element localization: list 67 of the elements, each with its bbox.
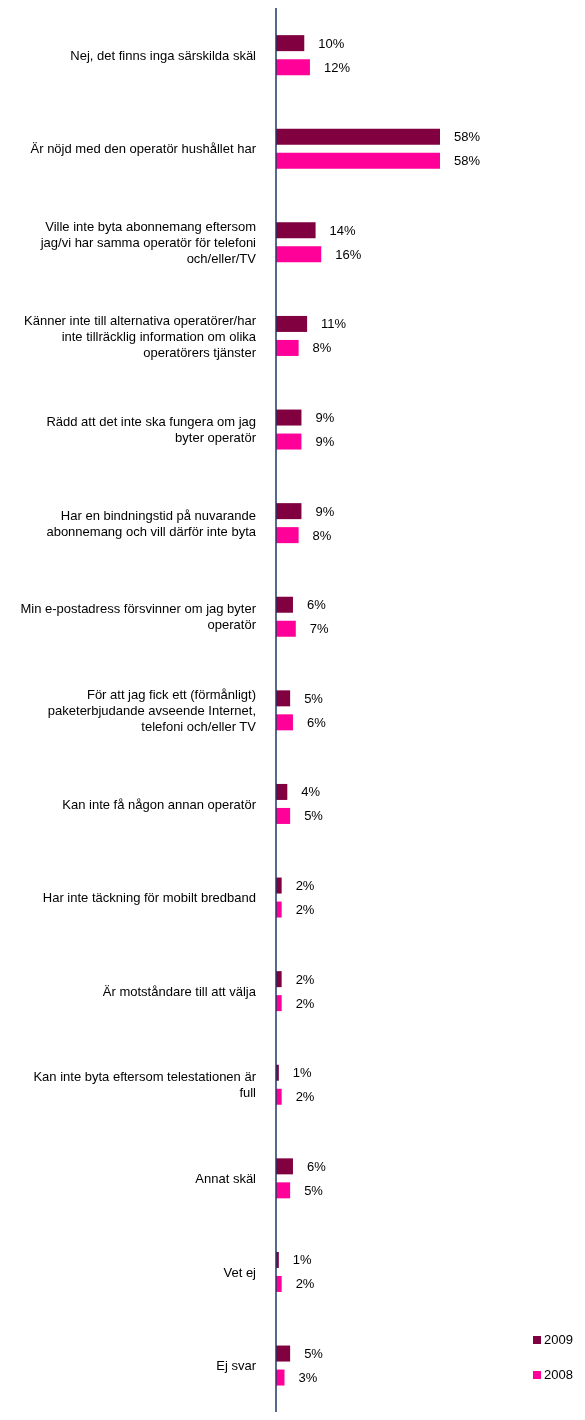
data-label: 7% (309, 621, 330, 637)
data-label: 8% (312, 527, 332, 543)
data-label: 2% (295, 971, 315, 987)
y-tick-label: Nej, det finns inga särskilda skäl (70, 47, 257, 63)
data-label: 2% (295, 1089, 315, 1105)
data-label: 9% (315, 434, 335, 450)
data-label: 6% (306, 714, 327, 730)
bar (276, 527, 299, 544)
y-tick-label: Vet ej (223, 1264, 257, 1280)
data-label: 6% (306, 1158, 327, 1174)
data-label: 6% (306, 597, 327, 613)
y-tick-label: Min e-postadress försvinner om jag byter operatör (20, 600, 257, 632)
data-label: 8% (312, 340, 332, 356)
bar (276, 690, 291, 707)
legend-label: 2008 (544, 1367, 573, 1382)
data-label: 16% (335, 246, 362, 262)
bar (276, 433, 302, 450)
bar (276, 714, 293, 731)
bar (276, 246, 322, 263)
bar (276, 596, 293, 613)
legend-label: 2009 (544, 1332, 573, 1347)
bar (276, 503, 302, 520)
bar (276, 315, 308, 332)
y-tick-label: Har en bindningstid på nuvarande abonnemang och vill därför inte byta (46, 507, 257, 539)
y-tick-label: Känner inte till alternativa operatörer/har inte tillräcklig information om olika operatörers tjänster (24, 312, 257, 360)
bar (276, 1158, 293, 1175)
y-tick-label: Är motståndare till att välja (102, 983, 257, 999)
bar (276, 59, 310, 76)
y-tick-label: Ej svar (216, 1357, 257, 1373)
data-label: 5% (304, 808, 324, 824)
data-label: 11% (321, 316, 347, 332)
bar (276, 35, 305, 52)
y-tick-label: Har inte täckning för mobilt bredband (42, 889, 256, 905)
y-tick-label: Kan inte få någon annan operatör (62, 796, 257, 812)
bar (276, 1345, 291, 1362)
data-label: 14% (329, 222, 357, 238)
bar (276, 620, 296, 637)
data-label: 12% (323, 59, 351, 75)
data-label: 5% (304, 690, 324, 706)
data-label: 3% (298, 1370, 318, 1386)
data-label: 1% (292, 1065, 313, 1081)
data-label: 2% (295, 1276, 315, 1292)
data-label: 58% (454, 129, 481, 145)
data-label: 2% (295, 878, 315, 894)
y-tick-label: För att jag fick ett (förmånligt) paketerbjudande avseende Internet, telefoni och/eller TV (47, 686, 257, 734)
y-tick-label: Är nöjd med den operatör hushållet har (30, 140, 257, 156)
bar (276, 807, 291, 824)
data-label: 2% (295, 995, 315, 1011)
y-tick-label: Ville inte byta abonnemang eftersom jag/vi har samma operatör för telefoni och/eller/TV (39, 218, 257, 266)
bar (276, 1182, 291, 1199)
data-label: 1% (292, 1252, 313, 1268)
data-label: 58% (454, 153, 481, 169)
bar (276, 339, 299, 356)
data-label: 2% (295, 902, 315, 918)
data-label: 9% (315, 503, 335, 519)
bar (276, 409, 302, 426)
y-tick-label: Kan inte byta eftersom telestationen är full (33, 1068, 257, 1100)
y-tick-label: Annat skäl (195, 1170, 257, 1186)
y-tick-label: Rädd att det inte ska fungera om jag byter operatör (46, 413, 257, 445)
data-label: 4% (301, 784, 321, 800)
bar (276, 128, 440, 145)
data-label: 5% (304, 1346, 324, 1362)
data-label: 5% (304, 1182, 324, 1198)
data-label: 9% (315, 410, 335, 426)
bar (276, 222, 316, 239)
data-label: 10% (318, 35, 345, 51)
bar (276, 152, 440, 169)
